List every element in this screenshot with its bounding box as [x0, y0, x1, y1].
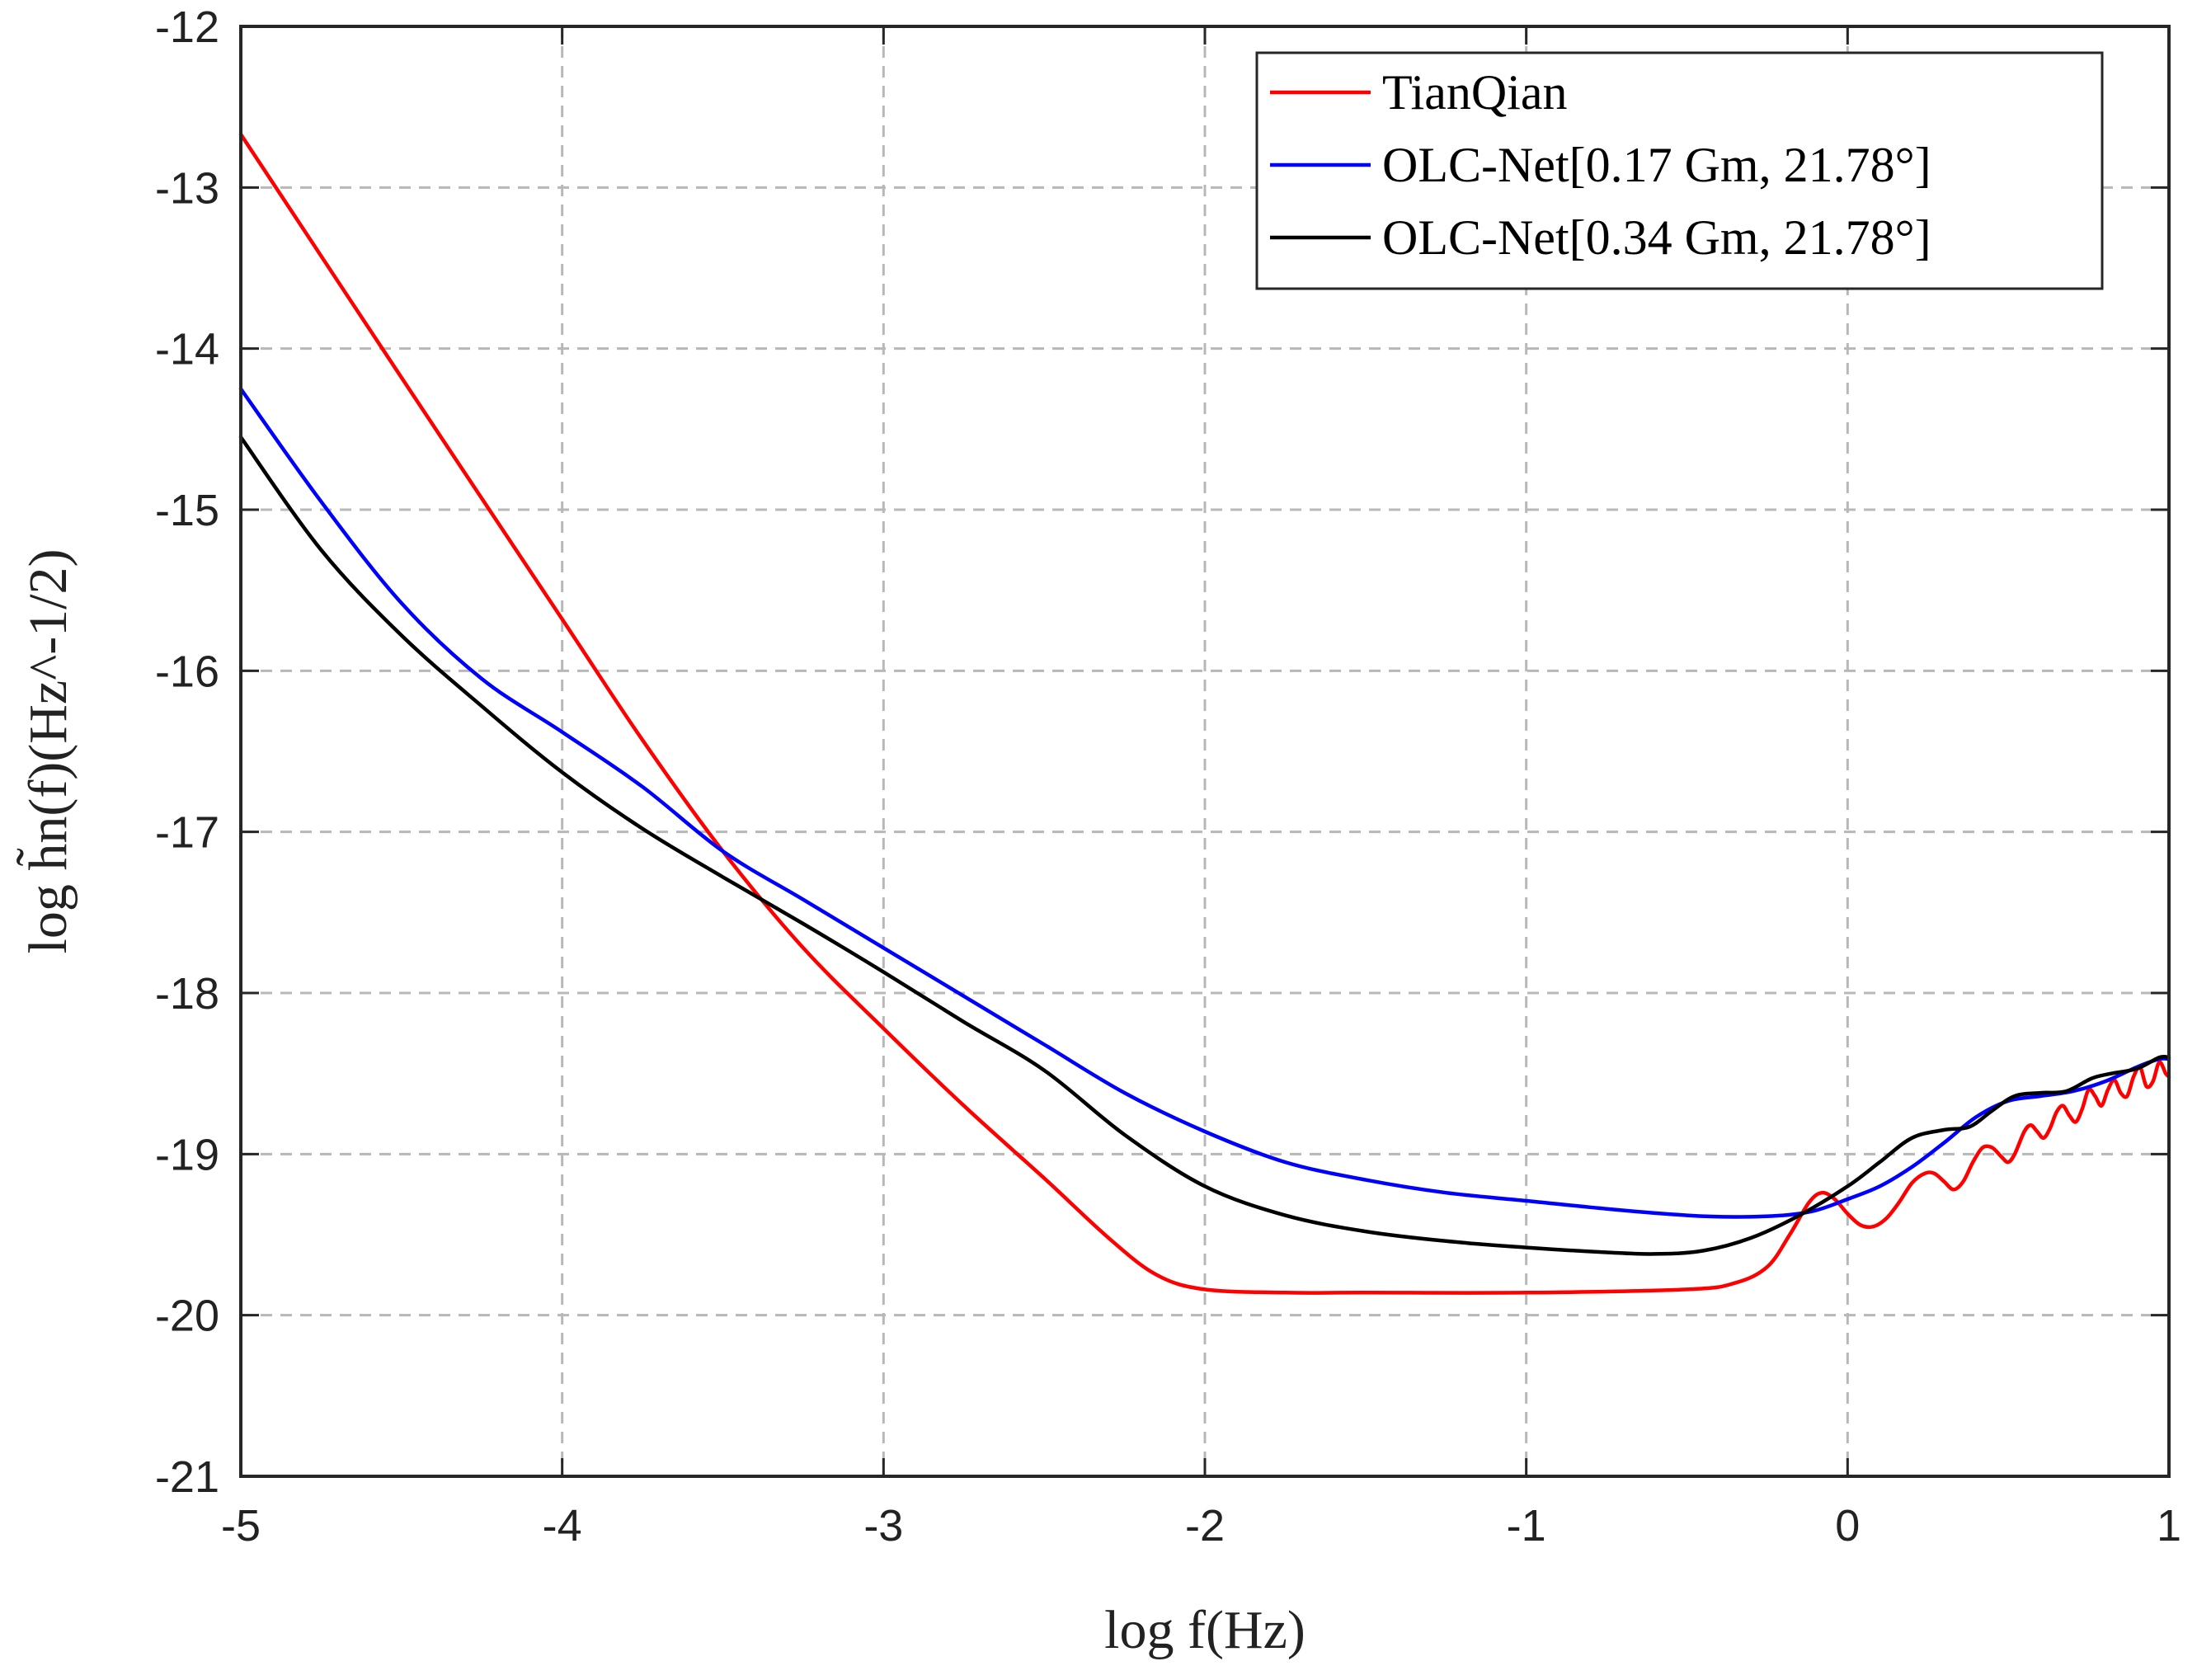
- y-tick-label: -12: [155, 2, 219, 52]
- legend-label: OLC-Net[0.17 Gm, 21.78°]: [1382, 138, 1931, 192]
- x-tick-label: -4: [543, 1501, 582, 1551]
- x-tick-label: -1: [1507, 1501, 1546, 1551]
- x-tick-label: -5: [221, 1501, 261, 1551]
- y-axis-label: log h̃n(f)(Hz^-1/2): [16, 549, 78, 954]
- axis-ticks: [239, 25, 2171, 1478]
- y-tick-label: -13: [155, 163, 219, 213]
- x-axis-label: log f(Hz): [1104, 1600, 1305, 1660]
- legend-label: TianQian: [1382, 65, 1567, 120]
- legend-label: OLC-Net[0.34 Gm, 21.78°]: [1382, 210, 1931, 265]
- y-tick-label: -16: [155, 647, 219, 696]
- series-lines: [238, 132, 2171, 1295]
- y-tick-label: -19: [155, 1130, 219, 1179]
- y-tick-label: -20: [155, 1292, 219, 1341]
- y-tick-labels: -12 -13 -14 -15 -16 -17 -18 -19 -20 -21: [155, 2, 219, 1502]
- y-tick-label: -21: [155, 1452, 219, 1502]
- x-tick-label: -3: [863, 1501, 903, 1551]
- x-tick-label: 0: [1835, 1501, 1860, 1551]
- y-tick-label: -15: [155, 486, 219, 535]
- x-tick-label: -2: [1185, 1501, 1225, 1551]
- x-tick-labels: -5 -4 -3 -2 -1 0 1: [221, 1501, 2181, 1551]
- legend-box: [1255, 51, 2104, 290]
- series-line-0: [238, 132, 2171, 1295]
- series-line-2: [238, 435, 2171, 1256]
- y-tick-label: -14: [155, 325, 219, 374]
- y-tick-label: -17: [155, 808, 219, 858]
- legend: TianQian OLC-Net[0.17 Gm, 21.78°] OLC-Net[…: [1255, 51, 2104, 290]
- x-tick-label: 1: [2157, 1501, 2181, 1551]
- y-tick-label: -18: [155, 969, 219, 1019]
